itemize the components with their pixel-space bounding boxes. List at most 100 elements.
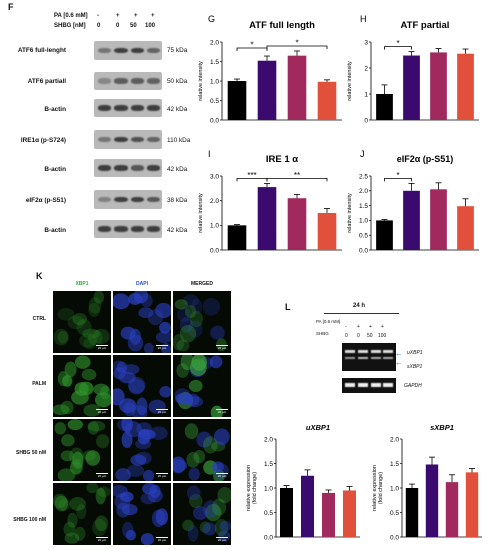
chart-g-bar: [257, 60, 277, 120]
micro-xbp1-row1: 20 µm: [53, 291, 111, 353]
chart-i-bar: [317, 213, 337, 250]
time-label: 24 h: [353, 303, 366, 309]
chart-g-sig-label: *: [295, 38, 298, 47]
time-bracket: [324, 313, 399, 314]
blot-actin-3: [94, 220, 162, 238]
scale-bar: 20 µm: [156, 473, 168, 478]
pa-value-1: -: [97, 13, 99, 19]
chart-i-title: IRE 1 α: [266, 154, 298, 165]
gel-shbg-1: 0: [345, 333, 348, 339]
chart-i-bar: [257, 187, 277, 250]
chart-h-title: ATF partial: [401, 20, 450, 31]
chart-j-bar: [457, 206, 474, 250]
gel-sxbp1-label: sXBP1: [407, 364, 423, 370]
chart-sxbp1-tick-label: 1.0: [390, 485, 399, 492]
chart-i-sig-label: **: [294, 171, 300, 180]
chart-h-letter: H: [360, 14, 367, 24]
chart-i-tick-label: 2.0: [210, 198, 219, 205]
blot-label-actin-1: B-actin: [44, 106, 66, 113]
chart-g-tick-label: 0.5: [210, 98, 219, 105]
chart-g-tick-label: 1.0: [210, 78, 219, 85]
chart-g-ylabel: relative intensity: [198, 61, 204, 101]
scale-bar: 20 µm: [156, 537, 168, 542]
micro-merged-row3: 20 µm: [173, 419, 231, 481]
chart-j-title: eIF2α (p-S51): [397, 154, 454, 164]
shbg-value-4: 100: [145, 23, 156, 29]
gel-pa-label: PA [0.6 mM]: [316, 319, 341, 324]
gel-shbg-4: 100: [378, 333, 387, 339]
kda-actin-2: 42 kDa: [167, 166, 188, 173]
chart-g-tick-label: 1.5: [210, 59, 219, 66]
blot-label-actin-3: B-actin: [44, 227, 66, 234]
chart-j-ylabel: relative intensity: [347, 193, 353, 233]
row-label-ctrl: CTRL: [32, 316, 46, 322]
col-head-merged: MERGED: [191, 281, 213, 287]
blot-label-eif2a: eIF2α (p-S51): [25, 197, 66, 204]
blot-label-actin-2: B-actin: [44, 166, 66, 173]
panel-k-letter: K: [36, 271, 43, 281]
scale-bar: 20 µm: [216, 345, 228, 350]
chart-uxbp1-tick-label: 0.0: [264, 534, 273, 541]
chart-i-tick-label: 0.0: [210, 247, 219, 254]
chart-uxbp1-title: uXBP1: [306, 423, 330, 432]
chart-h-sig-label: *: [396, 39, 399, 48]
micro-dapi-row2: 20 µm: [113, 355, 171, 417]
kda-ire1: 110 kDa: [167, 137, 191, 144]
chart-g-sig-bracket: [266, 45, 328, 49]
chart-g-bar: [317, 81, 337, 120]
gel-gapdh: [342, 378, 396, 393]
chart-uxbp1-ylabel: (fold change): [252, 472, 258, 504]
gel-uxbp1-label: uXBP1: [407, 350, 423, 356]
blot-ire1: [94, 130, 162, 149]
chart-g-tick-label: 0.0: [210, 117, 219, 124]
chart-h-bar: [403, 55, 420, 120]
chart-g-sig-bracket: [236, 47, 268, 51]
chart-j-bar: [430, 189, 447, 250]
chart-uxbp1-bar: [279, 488, 294, 537]
gel-shbg-3: 50: [367, 333, 373, 339]
chart-i-sig-label: ***: [247, 171, 256, 180]
pa-value-2: +: [116, 13, 120, 19]
chart-j-bar: [403, 190, 420, 250]
chart-h-sig-bracket: [384, 46, 412, 50]
panel-l-letter: L: [285, 302, 291, 312]
micro-merged-row1: 20 µm: [173, 291, 231, 353]
chart-sxbp1-bar: [445, 482, 459, 537]
chart-sxbp1-tick-label: 0.0: [390, 534, 399, 541]
chart-sxbp1-bar: [405, 488, 419, 537]
chart-sxbp1-tick-label: 2.0: [390, 436, 399, 443]
chart-uxbp1-bar: [342, 490, 357, 537]
chart-uxbp1-tick-label: 1.0: [264, 485, 273, 492]
chart-h-bar: [376, 94, 393, 120]
micro-xbp1-row2: 20 µm: [53, 355, 111, 417]
arrow-uxbp1-icon: ←: [395, 349, 403, 358]
blot-atf6-full: [94, 41, 162, 60]
chart-sxbp1-ylabel: relative expression: [372, 465, 378, 511]
pa-value-4: +: [151, 13, 155, 19]
chart-sxbp1-tick-label: 1.5: [390, 461, 399, 468]
scale-bar: 20 µm: [216, 473, 228, 478]
chart-j-sig-label: *: [396, 171, 399, 180]
microscopy-grid: 20 µm 20 µm 20 µm 20 µm 20 µm 20 µm 20 µm 20 µm…: [52, 290, 233, 546]
scale-bar: 20 µm: [156, 409, 168, 414]
chart-j-tick-label: 1.5: [359, 203, 368, 210]
kda-actin-1: 42 kDa: [167, 106, 188, 113]
scale-bar: 20 µm: [96, 409, 108, 414]
chart-j-tick-label: 2.5: [359, 173, 368, 180]
chart-j-sig-bracket: [384, 178, 412, 182]
kda-eif2a: 38 kDa: [167, 197, 188, 204]
shbg-value-3: 50: [130, 23, 137, 29]
chart-uxbp1-ylabel: relative expression: [246, 465, 252, 511]
arrow-sxbp1-icon: ←: [395, 358, 403, 367]
gel-pa-2: +: [357, 324, 360, 330]
chart-sxbp1-tick-label: 0.5: [390, 510, 399, 517]
gel-pa-1: -: [345, 324, 347, 330]
chart-g-letter: G: [208, 14, 215, 24]
shbg-value-1: 0: [97, 23, 101, 29]
chart-g-tick-label: 2.0: [210, 39, 219, 46]
chart-h-tick-label: 3: [364, 39, 368, 46]
chart-i-bar: [287, 198, 307, 250]
kda-actin-3: 42 kDa: [167, 227, 188, 234]
chart-uxbp1-tick-label: 0.5: [264, 510, 273, 517]
